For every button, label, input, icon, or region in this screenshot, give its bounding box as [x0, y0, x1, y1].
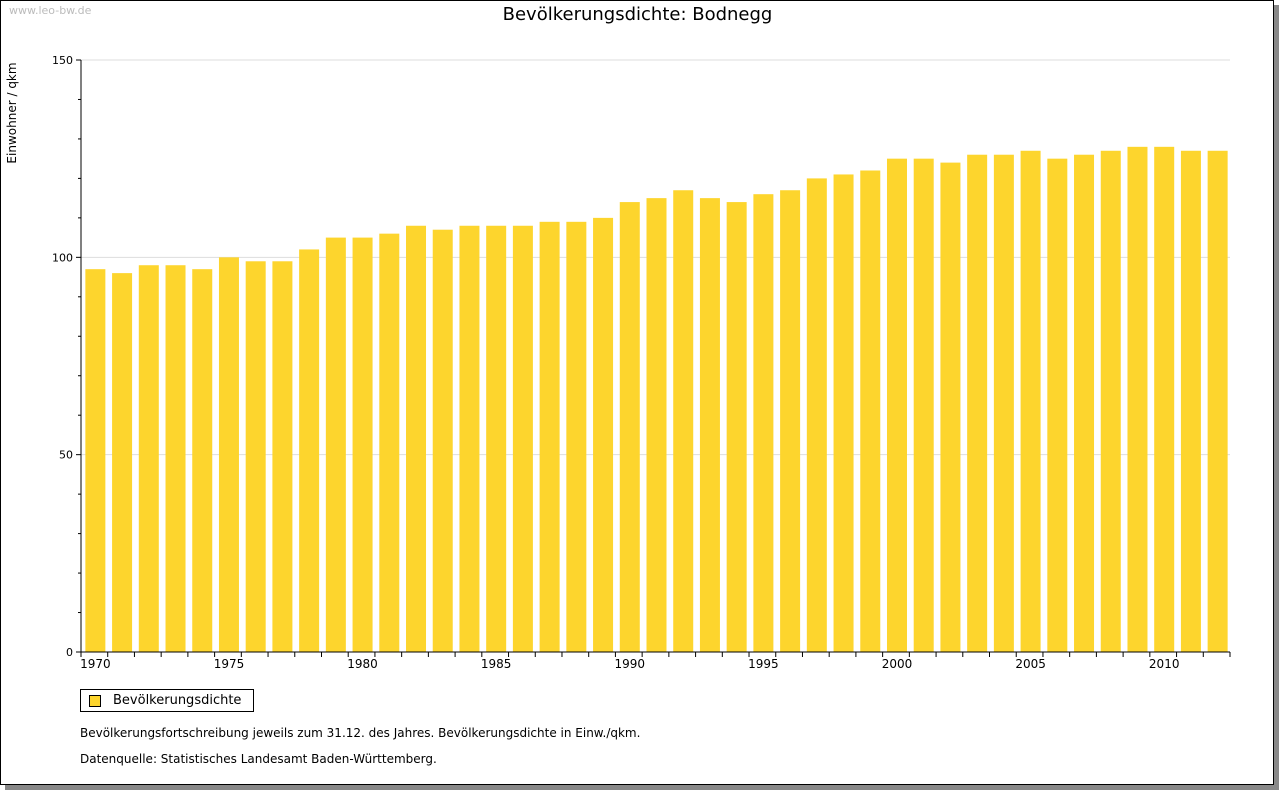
legend: Bevölkerungsdichte: [80, 689, 255, 712]
y-tick-label: 100: [52, 251, 73, 264]
bar: [699, 198, 720, 652]
bar: [539, 221, 560, 652]
x-tick-label: 2005: [1015, 657, 1046, 671]
bar: [85, 269, 106, 652]
bar: [913, 158, 934, 652]
legend-swatch: [89, 694, 101, 707]
x-tick-label: 1975: [214, 657, 245, 671]
bar: [726, 202, 747, 652]
bar: [272, 261, 293, 652]
bar: [860, 170, 881, 653]
bar: [245, 261, 266, 652]
bar: [379, 233, 400, 653]
bar: [886, 158, 907, 652]
bar: [619, 202, 640, 652]
footnote: Bevölkerungsfortschreibung jeweils zum 3…: [80, 726, 641, 740]
data-source: Datenquelle: Statistisches Landesamt Bad…: [80, 752, 437, 766]
x-tick-label: 1980: [347, 657, 378, 671]
bar: [138, 265, 159, 652]
x-tick-label: 2000: [882, 657, 913, 671]
bar: [967, 154, 988, 652]
bar: [646, 198, 667, 652]
bar: [833, 174, 854, 652]
bar: [165, 265, 186, 652]
bar: [1207, 150, 1228, 653]
bar: [673, 190, 694, 653]
bar: [459, 225, 480, 652]
bar: [1047, 158, 1068, 652]
y-tick-label: 150: [52, 54, 73, 67]
bar: [806, 178, 827, 652]
bar: [993, 154, 1014, 652]
x-tick-label: 1995: [748, 657, 779, 671]
bar: [940, 162, 961, 652]
y-tick-label: 0: [66, 646, 73, 659]
y-axis-label: Einwohner / qkm: [5, 62, 19, 163]
bar: [406, 225, 427, 652]
bar: [593, 217, 614, 652]
legend-label: Bevölkerungsdichte: [113, 693, 242, 708]
bar: [1074, 154, 1095, 652]
bar: [753, 194, 774, 653]
bar: [486, 225, 507, 652]
bar: [512, 225, 533, 652]
bar: [192, 269, 213, 652]
bar: [1127, 146, 1148, 652]
bar: [112, 273, 133, 652]
bar: [352, 237, 373, 652]
bar: [1020, 150, 1041, 653]
site-watermark: www.leo-bw.de: [9, 4, 92, 17]
bar: [1154, 146, 1175, 652]
bar: [299, 249, 320, 652]
bar: [566, 221, 587, 652]
x-tick-label: 1990: [615, 657, 646, 671]
y-tick-label: 50: [59, 449, 73, 462]
x-tick-label: 1985: [481, 657, 512, 671]
bar: [780, 190, 801, 653]
bar: [325, 237, 346, 652]
chart-title: Bevölkerungsdichte: Bodnegg: [502, 4, 773, 25]
x-tick-label: 1970: [80, 657, 111, 671]
bar: [218, 257, 239, 652]
bar: [1180, 150, 1201, 653]
x-tick-label: 2010: [1149, 657, 1180, 671]
bar: [1100, 150, 1121, 653]
bar: [432, 229, 453, 652]
